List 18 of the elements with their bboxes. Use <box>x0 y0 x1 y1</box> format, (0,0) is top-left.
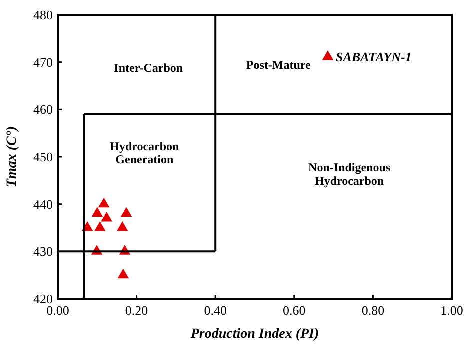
x-tick-label: 0.60 <box>283 303 306 318</box>
x-tick-label: 0.80 <box>362 303 385 318</box>
x-tick-label: 0.40 <box>204 303 227 318</box>
y-tick-label: 430 <box>34 244 53 260</box>
annotation: Non-Indigenous Hydrocarbon <box>308 160 391 188</box>
y-tick-label: 440 <box>34 196 53 212</box>
annotation: Post-Mature <box>246 58 312 72</box>
x-tick-label: 1.00 <box>440 303 464 318</box>
legend-label: SABATAYN-1 <box>336 50 412 65</box>
annotation: Inter-Carbon <box>114 60 184 75</box>
annotation: Hydrocarbon Generation <box>110 139 180 167</box>
y-axis-title: Tmax (C°) <box>5 126 20 188</box>
y-tick-label: 450 <box>34 150 53 165</box>
y-tick-label: 460 <box>34 102 53 118</box>
y-tick-label: 470 <box>34 54 53 70</box>
x-axis-title: Production Index (PI) <box>190 327 320 342</box>
y-tick-label: 480 <box>34 8 53 23</box>
x-tick-label: 0.20 <box>125 303 148 318</box>
